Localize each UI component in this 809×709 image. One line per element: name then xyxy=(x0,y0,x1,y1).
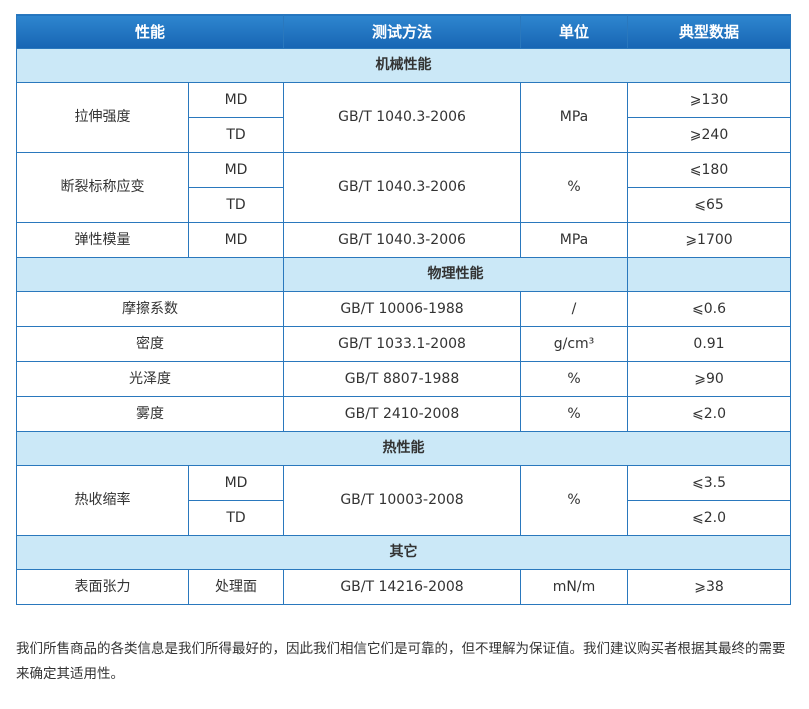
value-cell: ⩾90 xyxy=(627,361,792,397)
method-cell: GB/T 1040.3-2006 xyxy=(283,222,522,258)
spec-table: 性能 测试方法 单位 典型数据 机械性能 拉伸强度 MD GB/T 1040.3… xyxy=(15,14,792,605)
value-cell: ⩾240 xyxy=(627,117,792,153)
direction-cell: TD xyxy=(187,187,285,223)
table-row: 雾度 GB/T 2410-2008 % ⩽2.0 xyxy=(15,396,792,432)
method-cell: GB/T 10003-2008 xyxy=(283,465,522,536)
value-cell: ⩽180 xyxy=(627,152,792,188)
unit-cell: / xyxy=(520,291,629,327)
direction-cell: MD xyxy=(187,222,285,258)
header-value: 典型数据 xyxy=(627,14,792,49)
property-name: 光泽度 xyxy=(15,361,285,397)
section-row-thermal: 热性能 xyxy=(15,431,792,466)
direction-cell: 处理面 xyxy=(187,569,285,605)
property-name: 摩擦系数 xyxy=(15,291,285,327)
table-row: 表面张力 处理面 GB/T 14216-2008 mN/m ⩾38 xyxy=(16,569,792,605)
unit-cell: MPa xyxy=(520,82,629,153)
unit-cell: g/cm³ xyxy=(520,326,629,362)
table-row: TD ⩽2.0 xyxy=(17,500,792,536)
method-cell: GB/T 10006-1988 xyxy=(283,291,522,327)
property-name: 密度 xyxy=(15,326,285,362)
unit-cell: mN/m xyxy=(520,569,629,605)
value-cell: ⩽2.0 xyxy=(627,396,792,432)
value-cell: ⩽3.5 xyxy=(627,465,792,501)
section-row-physical: 物理性能 xyxy=(15,257,792,292)
value-cell: ⩾130 xyxy=(627,82,792,118)
section-title-thermal: 热性能 xyxy=(15,431,792,466)
section-blank xyxy=(15,257,285,292)
method-cell: GB/T 2410-2008 xyxy=(283,396,522,432)
section-title-other: 其它 xyxy=(15,535,792,570)
unit-cell: % xyxy=(520,361,629,397)
header-method: 测试方法 xyxy=(283,14,522,49)
section-title-physical: 物理性能 xyxy=(283,257,629,292)
table-row: 断裂标称应变 MD GB/T 1040.3-2006 % ⩽180 xyxy=(16,152,792,223)
property-name: 拉伸强度 xyxy=(16,82,189,153)
direction-cell: TD xyxy=(187,117,285,153)
table-row: 密度 GB/T 1033.1-2008 g/cm³ 0.91 xyxy=(15,326,792,362)
value-cell: ⩾38 xyxy=(627,569,792,605)
section-title-mechanical: 机械性能 xyxy=(15,48,792,83)
unit-cell: % xyxy=(520,465,629,536)
value-cell: 0.91 xyxy=(627,326,792,362)
property-name: 热收缩率 xyxy=(16,465,189,536)
table-row: TD ⩾240 xyxy=(17,117,792,153)
property-name: 表面张力 xyxy=(16,569,189,605)
unit-cell: MPa xyxy=(520,222,629,258)
value-cell: ⩽2.0 xyxy=(627,500,792,536)
value-cell: ⩽65 xyxy=(627,187,792,223)
unit-cell: % xyxy=(520,152,629,223)
table-row: 摩擦系数 GB/T 10006-1988 / ⩽0.6 xyxy=(15,291,792,327)
table-row: TD ⩽65 xyxy=(17,187,792,223)
method-cell: GB/T 1033.1-2008 xyxy=(283,326,522,362)
direction-cell: MD xyxy=(187,152,285,188)
method-cell: GB/T 1040.3-2006 xyxy=(283,82,522,153)
disclaimer-text: 我们所售商品的各类信息是我们所得最好的，因此我们相信它们是可靠的，但不理解为保证… xyxy=(16,641,786,682)
method-cell: GB/T 14216-2008 xyxy=(283,569,522,605)
table-header-row: 性能 测试方法 单位 典型数据 xyxy=(15,14,792,49)
unit-cell: % xyxy=(520,396,629,432)
section-row-other: 其它 xyxy=(15,535,792,570)
table-row: 弹性模量 MD GB/T 1040.3-2006 MPa ⩾1700 xyxy=(16,222,792,258)
header-property: 性能 xyxy=(15,14,285,49)
table-row: 热收缩率 MD GB/T 10003-2008 % ⩽3.5 xyxy=(16,465,792,536)
section-row-mechanical: 机械性能 xyxy=(15,48,792,83)
direction-cell: MD xyxy=(187,465,285,501)
property-name: 断裂标称应变 xyxy=(16,152,189,223)
property-name: 雾度 xyxy=(15,396,285,432)
value-cell: ⩽0.6 xyxy=(627,291,792,327)
direction-cell: MD xyxy=(187,82,285,118)
method-cell: GB/T 1040.3-2006 xyxy=(283,152,522,223)
method-cell: GB/T 8807-1988 xyxy=(283,361,522,397)
value-cell: ⩾1700 xyxy=(627,222,792,258)
header-unit: 单位 xyxy=(520,14,629,49)
table-row: 光泽度 GB/T 8807-1988 % ⩾90 xyxy=(15,361,792,397)
section-blank xyxy=(627,257,792,292)
property-name: 弹性模量 xyxy=(16,222,189,258)
direction-cell: TD xyxy=(187,500,285,536)
table-row: 拉伸强度 MD GB/T 1040.3-2006 MPa ⩾130 xyxy=(16,82,792,153)
